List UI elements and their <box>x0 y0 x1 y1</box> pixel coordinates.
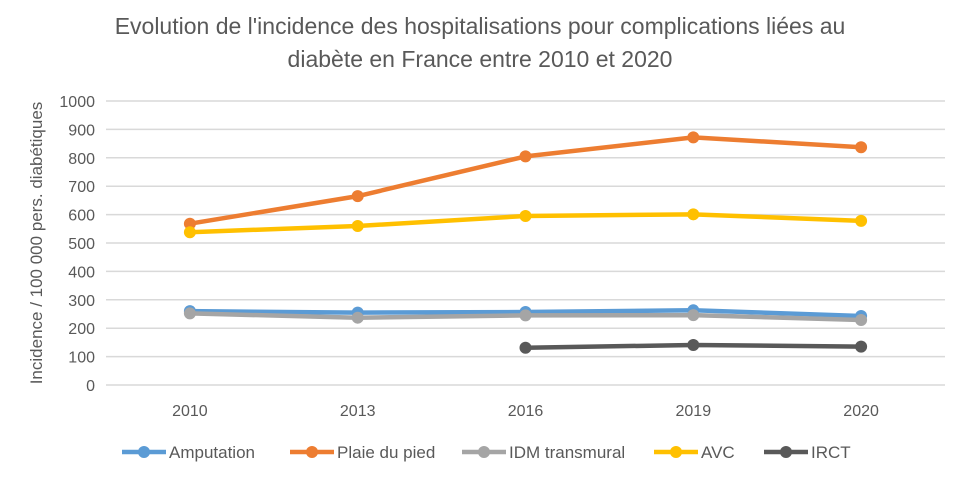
y-tick-label: 1000 <box>59 94 95 111</box>
legend-label: Plaie du pied <box>337 443 435 462</box>
legend-item: IRCT <box>764 443 851 462</box>
data-point <box>519 210 532 223</box>
y-tick-label: 800 <box>68 151 95 168</box>
data-point <box>519 341 532 354</box>
y-tick-label: 200 <box>68 321 95 338</box>
data-point <box>687 309 700 322</box>
x-tick-label: 2016 <box>508 403 544 420</box>
legend-label: Amputation <box>169 443 255 462</box>
y-tick-label: 900 <box>68 122 95 139</box>
data-point <box>855 340 868 353</box>
series-idm-transmural <box>183 307 868 326</box>
x-tick-label: 2010 <box>172 403 208 420</box>
legend-marker-icon <box>670 446 682 458</box>
x-tick-label: 2013 <box>340 403 376 420</box>
legend-label: IRCT <box>811 443 851 462</box>
data-point <box>519 150 532 163</box>
series-plaie-du-pied <box>183 131 868 230</box>
legend-marker-icon <box>780 446 792 458</box>
y-tick-label: 300 <box>68 293 95 310</box>
chart-title-line-1: Evolution de l'incidence des hospitalisa… <box>115 13 846 39</box>
series-avc <box>183 208 868 239</box>
legend-marker-icon <box>138 446 150 458</box>
data-point <box>183 226 196 239</box>
y-tick-label: 500 <box>68 236 95 253</box>
series-irct <box>519 338 868 354</box>
legend-item: AVC <box>654 443 735 462</box>
y-tick-label: 0 <box>86 378 95 395</box>
legend-marker-icon <box>306 446 318 458</box>
data-point <box>519 309 532 322</box>
data-point <box>687 208 700 221</box>
legend-label: AVC <box>701 443 735 462</box>
data-point <box>183 217 196 230</box>
legend-item: Plaie du pied <box>290 443 435 462</box>
legend-label: IDM transmural <box>509 443 625 462</box>
data-point <box>183 307 196 320</box>
chart-title-line-2: diabète en France entre 2010 et 2020 <box>288 46 673 72</box>
legend-item: IDM transmural <box>462 443 625 462</box>
y-tick-label: 100 <box>68 350 95 367</box>
data-point <box>855 141 868 154</box>
x-tick-label: 2019 <box>676 403 712 420</box>
data-point <box>687 338 700 351</box>
data-point <box>687 131 700 144</box>
data-point <box>855 313 868 326</box>
legend-marker-icon <box>478 446 490 458</box>
data-point <box>351 190 364 203</box>
data-point <box>351 311 364 324</box>
y-tick-label: 400 <box>68 264 95 281</box>
legend-item: Amputation <box>122 443 255 462</box>
x-tick-label: 2020 <box>843 403 879 420</box>
y-axis-label: Incidence / 100 000 pers. diabétiques <box>27 102 46 385</box>
data-point <box>351 219 364 232</box>
y-tick-label: 600 <box>68 208 95 225</box>
data-point <box>855 214 868 227</box>
y-tick-label: 700 <box>68 179 95 196</box>
